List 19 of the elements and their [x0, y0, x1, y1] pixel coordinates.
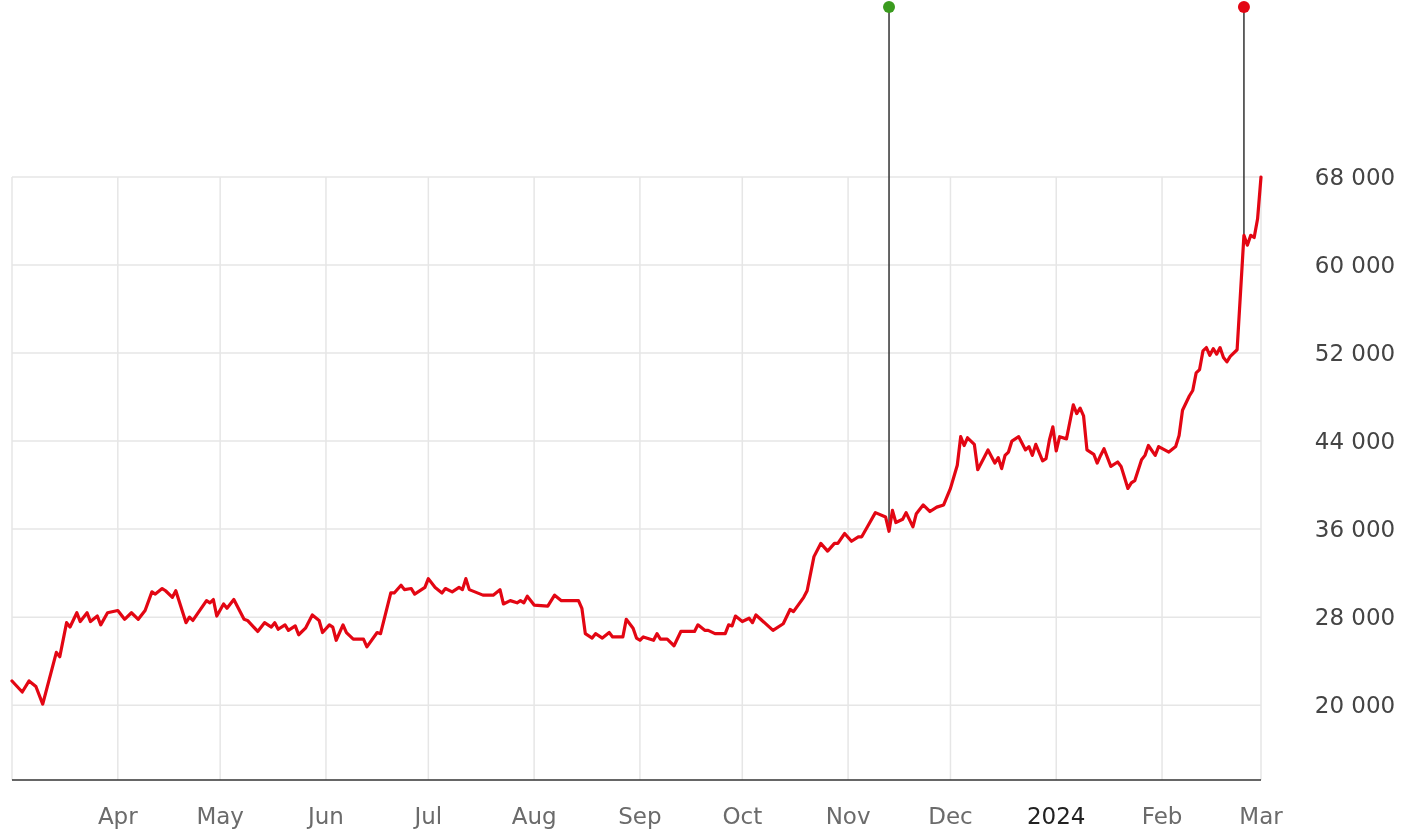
y-tick-label: 52 000 [1314, 340, 1396, 367]
x-tick-label: Nov [825, 803, 871, 829]
x-tick-label: Aug [511, 803, 557, 829]
y-tick-label: 68 000 [1314, 164, 1396, 190]
x-tick-label: Jul [412, 803, 443, 829]
x-tick-label: 2024 [1026, 803, 1086, 829]
x-tick-label: Feb [1141, 803, 1183, 829]
y-tick-label: 60 000 [1314, 252, 1396, 279]
x-tick-label: Dec [928, 803, 973, 829]
x-tick-label: Mar [1239, 803, 1284, 829]
y-tick-label: 36 000 [1314, 516, 1396, 543]
x-tick-label: Jun [305, 803, 344, 829]
x-tick-label: Apr [97, 803, 139, 829]
y-tick-label: 28 000 [1314, 604, 1396, 631]
x-tick-label: Sep [618, 803, 662, 829]
y-tick-label: 20 000 [1314, 692, 1396, 719]
y-tick-label: 44 000 [1314, 428, 1396, 455]
x-tick-label: May [196, 803, 244, 829]
x-tick-label: Oct [722, 803, 763, 829]
